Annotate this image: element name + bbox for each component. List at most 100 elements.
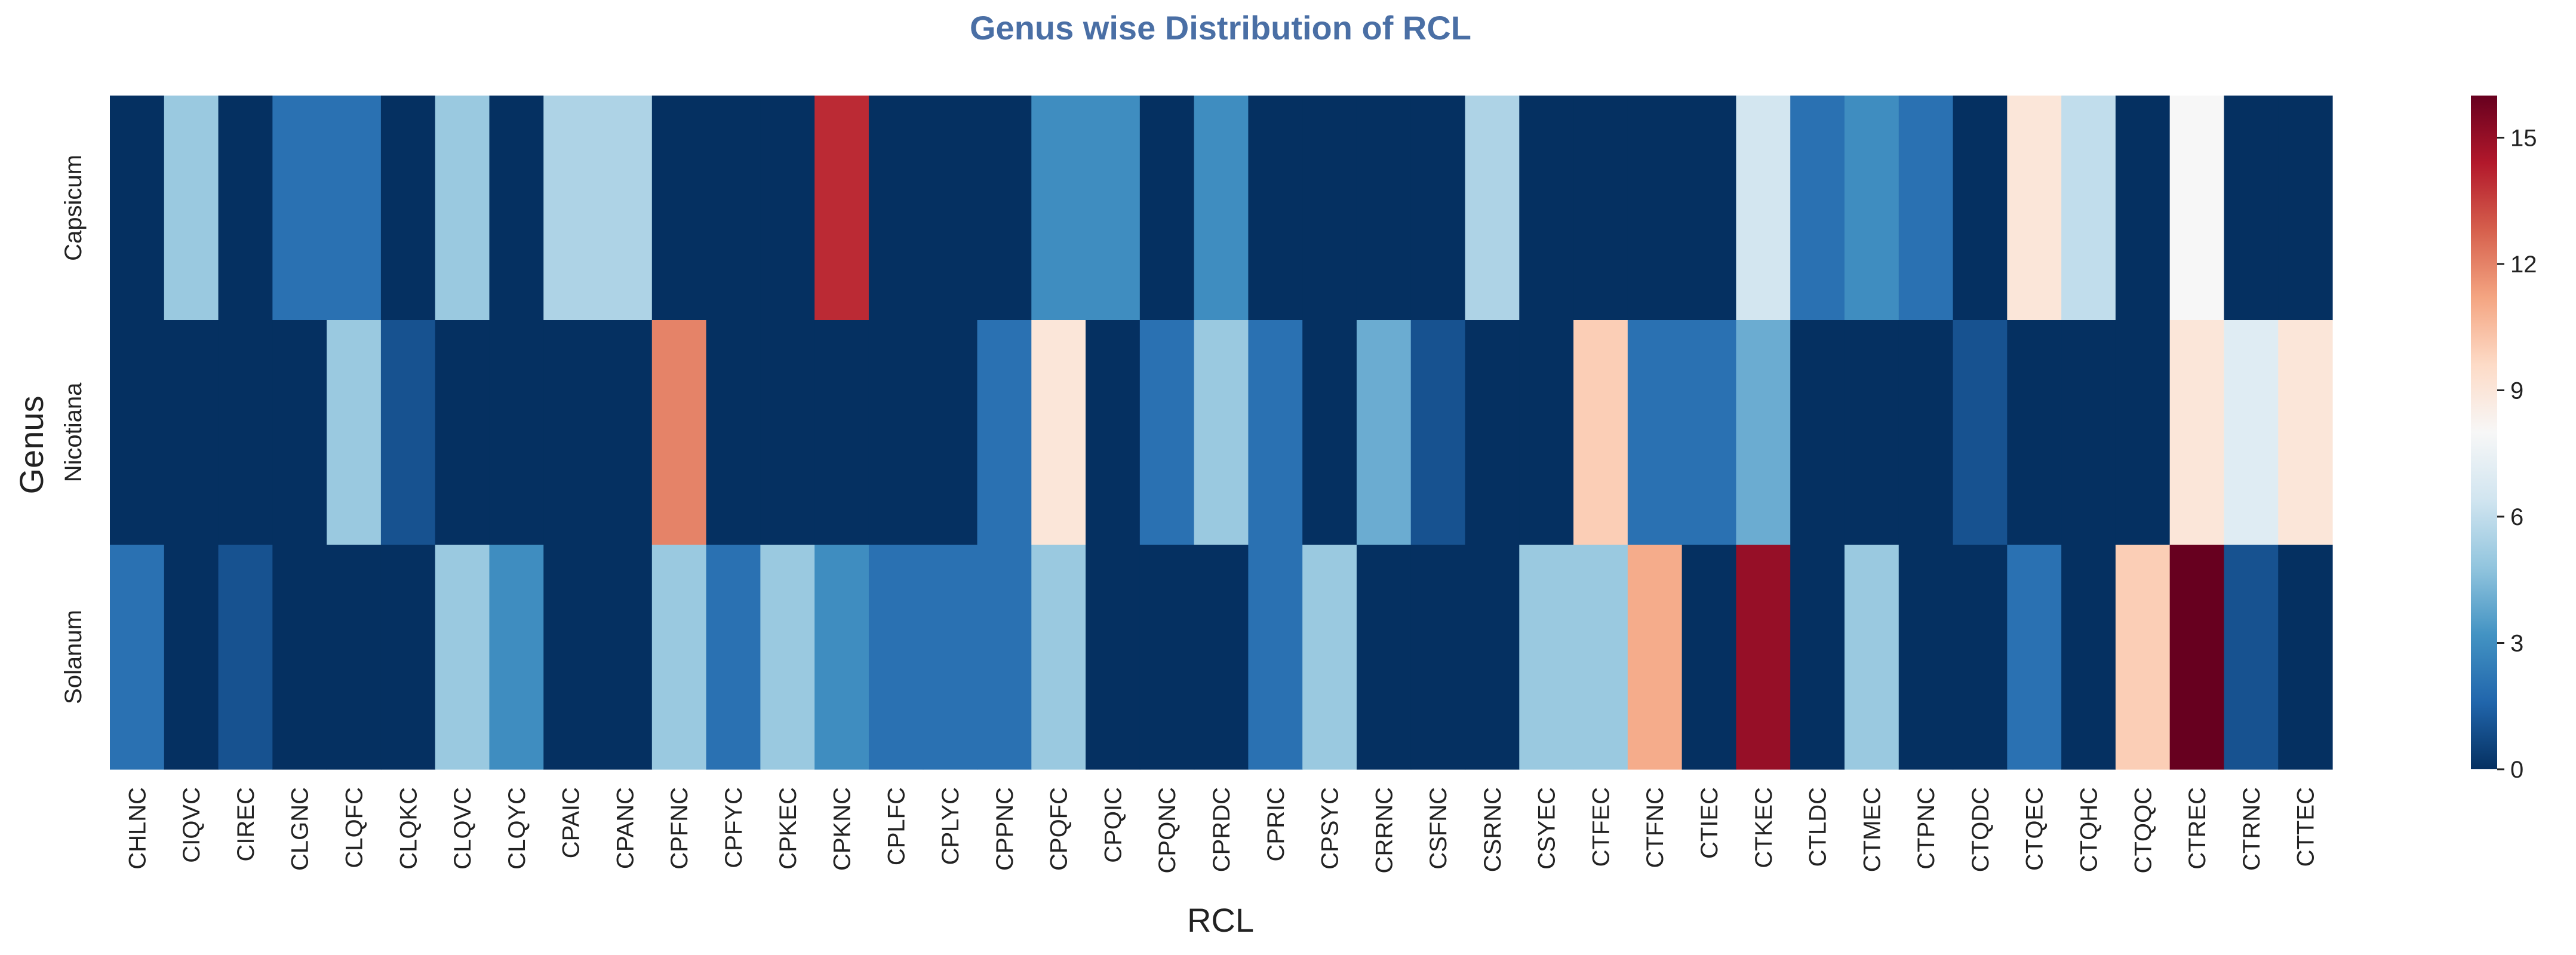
- heatmap-cell: [1031, 545, 1086, 770]
- heatmap-cell: [814, 96, 869, 321]
- heatmap-cell: [1139, 96, 1195, 321]
- heatmap-cell: [380, 545, 436, 770]
- x-axis-label: RCL: [1187, 901, 1254, 939]
- heatmap-cell: [923, 96, 978, 321]
- column-tick-label: CTFEC: [1588, 787, 1615, 867]
- heatmap-cell: [1248, 96, 1303, 321]
- heatmap-cell: [1953, 320, 2008, 545]
- heatmap-cell: [1736, 320, 1791, 545]
- heatmap-cell: [1519, 545, 1574, 770]
- heatmap-cell: [2007, 545, 2062, 770]
- heatmap-cell: [706, 545, 761, 770]
- colorbar-tick-label: 0: [2510, 757, 2523, 783]
- heatmap-cell: [977, 96, 1032, 321]
- heatmap-cell: [1031, 96, 1086, 321]
- chart-title: Genus wise Distribution of RCL: [970, 9, 1471, 47]
- heatmap-cell: [1465, 320, 1520, 545]
- column-tick-label: CPFYC: [721, 787, 747, 868]
- heatmap-cell: [1953, 545, 2008, 770]
- heatmap-cell: [218, 545, 273, 770]
- heatmap-cell: [272, 320, 327, 545]
- heatmap-cell: [2115, 320, 2171, 545]
- heatmap-cell: [1898, 96, 1954, 321]
- heatmap-cell: [1682, 320, 1737, 545]
- heatmap-cell: [110, 545, 165, 770]
- heatmap-cell: [868, 320, 924, 545]
- heatmap-cell: [1465, 545, 1520, 770]
- heatmap-cell: [868, 545, 924, 770]
- heatmap-cell: [435, 320, 490, 545]
- heatmap-cell: [1627, 545, 1683, 770]
- heatmap-cell: [1302, 96, 1357, 321]
- row-tick-label: Capsicum: [60, 155, 87, 261]
- heatmap-cell: [814, 320, 869, 545]
- heatmap-cell: [1302, 545, 1357, 770]
- heatmap-cell: [760, 545, 815, 770]
- row-tick-labels: Capsicum Nicotiana Solanum: [60, 155, 87, 704]
- heatmap-cell: [2278, 320, 2333, 545]
- column-tick-label: CPKNC: [829, 787, 856, 871]
- heatmap-cell: [651, 320, 707, 545]
- column-tick-label: CTIEC: [1696, 787, 1723, 859]
- heatmap-cell: [923, 545, 978, 770]
- heatmap-cell: [1139, 320, 1195, 545]
- heatmap-cell: [1410, 320, 1466, 545]
- heatmap-cell: [327, 320, 382, 545]
- heatmap-cell: [1790, 320, 1845, 545]
- heatmap-cell: [489, 320, 544, 545]
- column-tick-label: CHLNC: [124, 787, 150, 870]
- heatmap-cell: [651, 96, 707, 321]
- column-tick-label: CSFNC: [1425, 787, 1452, 870]
- heatmap-cell: [2224, 96, 2279, 321]
- column-tick-labels: CHLNC CIQVC CIREC CLGNC CLQFC CLQKC CLQVC CLQYC…: [124, 787, 2319, 873]
- heatmap-cell: [1844, 96, 1899, 321]
- heatmap-cell: [164, 96, 219, 321]
- heatmap-cell: [1519, 96, 1574, 321]
- heatmap-cells: [110, 96, 2333, 770]
- heatmap-cell: [1953, 96, 2008, 321]
- heatmap-cell: [2169, 320, 2225, 545]
- heatmap-cell: [1302, 320, 1357, 545]
- heatmap-cell: [923, 320, 978, 545]
- heatmap-cell: [2224, 320, 2279, 545]
- heatmap-cell: [2061, 96, 2116, 321]
- column-tick-label: CTQEC: [2022, 787, 2048, 871]
- heatmap-cell: [164, 545, 219, 770]
- heatmap-cell: [2007, 320, 2062, 545]
- column-tick-label: CPLYC: [937, 787, 964, 865]
- row-tick-label: Solanum: [60, 610, 87, 704]
- column-tick-label: CTTEC: [2293, 787, 2319, 867]
- heatmap-cell: [1086, 96, 1141, 321]
- heatmap-cell: [1736, 545, 1791, 770]
- column-tick-label: CPSYC: [1317, 787, 1344, 870]
- heatmap-cell: [977, 545, 1032, 770]
- heatmap-cell: [1410, 545, 1466, 770]
- heatmap-cell: [489, 545, 544, 770]
- column-tick-label: CTMEC: [1859, 787, 1885, 872]
- column-tick-label: CPQIC: [1100, 787, 1126, 863]
- heatmap-cell: [706, 96, 761, 321]
- heatmap-cell: [1356, 545, 1412, 770]
- heatmap-cell: [1627, 320, 1683, 545]
- column-tick-label: CPANC: [612, 787, 638, 869]
- colorbar: [2471, 96, 2497, 769]
- column-tick-label: CTQDC: [1968, 787, 1994, 872]
- column-tick-label: CLGNC: [287, 787, 313, 871]
- heatmap-cell: [760, 320, 815, 545]
- column-tick-label: CTQHC: [2076, 787, 2102, 872]
- heatmap-cell: [1736, 96, 1791, 321]
- heatmap-cell: [1248, 320, 1303, 545]
- heatmap-cell: [543, 320, 598, 545]
- heatmap-cell: [380, 320, 436, 545]
- column-tick-label: CSYEC: [1534, 787, 1560, 870]
- colorbar-tick-label: 12: [2510, 251, 2537, 278]
- column-tick-label: CLQYC: [504, 787, 530, 870]
- heatmap-cell: [1790, 545, 1845, 770]
- heatmap-cell: [1465, 96, 1520, 321]
- colorbar-tick-label: 6: [2510, 504, 2523, 530]
- column-tick-label: CIQVC: [179, 787, 205, 863]
- heatmap-cell: [272, 545, 327, 770]
- column-tick-label: CTPNC: [1913, 787, 1939, 870]
- heatmap-cell: [110, 96, 165, 321]
- column-tick-label: CPRDC: [1209, 787, 1235, 872]
